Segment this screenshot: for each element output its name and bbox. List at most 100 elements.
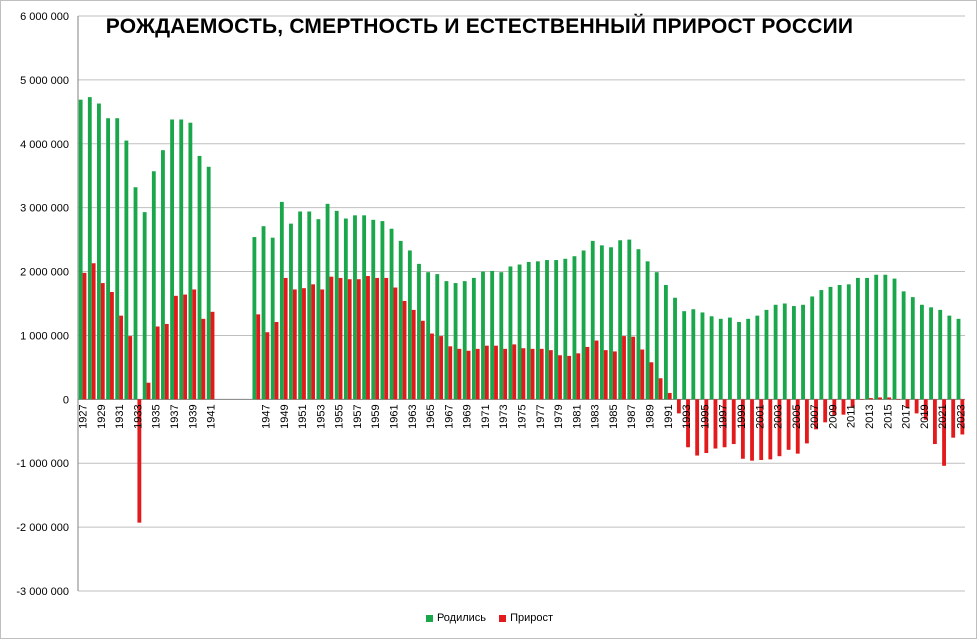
bar-growth-1994 <box>695 399 700 456</box>
bar-born-1994 <box>691 309 696 400</box>
bar-born-2015 <box>883 274 888 400</box>
bar-growth-1965 <box>430 333 434 400</box>
x-tick-label: 2001 <box>754 404 766 428</box>
bar-born-1966 <box>435 274 440 400</box>
bars <box>78 97 965 523</box>
bar-born-1967 <box>444 281 449 400</box>
bar-growth-1962 <box>402 300 407 400</box>
bar-growth-1988 <box>640 349 645 400</box>
bar-born-1961 <box>389 228 394 400</box>
bar-growth-1940 <box>201 318 206 400</box>
bar-growth-1936 <box>164 323 169 400</box>
bar-born-1986 <box>618 240 623 400</box>
bar-born-1983 <box>590 240 595 400</box>
x-tick-label: 1985 <box>608 404 620 428</box>
bar-growth-1971 <box>484 345 489 400</box>
bar-born-1975 <box>517 264 522 400</box>
bar-growth-2020 <box>932 399 937 445</box>
bar-born-1989 <box>645 261 650 400</box>
bar-growth-1972 <box>494 345 498 400</box>
bar-growth-1989 <box>649 362 654 400</box>
bar-growth-1975 <box>521 348 526 400</box>
y-tick-label: 2 000 000 <box>20 267 69 279</box>
bar-born-1980 <box>563 258 568 400</box>
x-tick-label: 1941 <box>206 404 218 428</box>
bar-born-1946 <box>252 237 257 400</box>
bar-growth-2015 <box>887 397 892 400</box>
bar-growth-1941 <box>210 311 215 400</box>
bar-growth-1947 <box>265 332 270 400</box>
bar-growth-1996 <box>713 399 718 449</box>
bar-born-1964 <box>417 263 421 400</box>
bar-born-1972 <box>490 270 495 400</box>
bar-born-1992 <box>673 297 677 400</box>
x-tick-label: 1967 <box>443 404 455 428</box>
x-tick-label: 1937 <box>169 404 181 428</box>
bar-born-1950 <box>289 223 293 400</box>
bar-growth-1982 <box>585 346 590 400</box>
bar-born-1969 <box>462 281 467 400</box>
bar-born-1955 <box>334 210 339 400</box>
bar-growth-2001 <box>759 399 764 461</box>
bar-born-1997 <box>718 318 723 400</box>
bar-growth-1990 <box>658 378 663 400</box>
bar-born-1953 <box>316 219 321 400</box>
y-tick-label: 0 <box>63 394 69 406</box>
bar-growth-1938 <box>183 294 187 400</box>
bar-growth-1950 <box>292 289 297 400</box>
bar-growth-1969 <box>466 350 471 400</box>
bar-born-1951 <box>298 211 303 400</box>
bar-born-2019 <box>920 304 924 400</box>
x-tick-label: 2009 <box>827 404 839 428</box>
bar-born-2009 <box>828 286 833 400</box>
bar-born-1949 <box>279 201 284 400</box>
bar-growth-1931 <box>119 315 123 400</box>
bar-born-2016 <box>892 278 897 400</box>
x-tick-label: 1971 <box>480 404 492 428</box>
bar-born-2010 <box>837 284 842 400</box>
x-tick-label: 1931 <box>114 404 126 428</box>
x-tick-label: 1955 <box>334 404 346 428</box>
x-tick-label: 1975 <box>517 404 529 428</box>
x-tick-label: 1979 <box>553 404 565 428</box>
bar-growth-1934 <box>146 382 151 400</box>
bar-growth-1979 <box>558 355 562 400</box>
bar-born-2013 <box>865 277 869 400</box>
bar-growth-1932 <box>128 336 133 400</box>
bar-born-1973 <box>499 272 504 400</box>
bar-growth-1958 <box>366 276 370 400</box>
x-tick-label: 1961 <box>388 404 400 428</box>
bar-growth-1984 <box>603 350 608 400</box>
bar-born-1965 <box>426 272 431 400</box>
bar-growth-1993 <box>686 399 690 448</box>
bar-growth-1976 <box>530 348 535 400</box>
bar-born-1935 <box>151 171 156 400</box>
bar-born-1927 <box>78 99 83 400</box>
bar-growth-1970 <box>475 348 480 400</box>
x-tick-label: 2023 <box>955 404 967 428</box>
x-tick-label: 1963 <box>407 404 419 428</box>
bar-growth-2019 <box>923 399 928 420</box>
bar-growth-2009 <box>832 399 837 416</box>
bar-born-1979 <box>554 260 559 400</box>
bar-born-2022 <box>947 315 952 400</box>
x-tick-label: 1949 <box>279 404 291 428</box>
x-tick-label: 1989 <box>645 404 657 428</box>
x-tick-label: 1965 <box>425 404 437 428</box>
y-tick-label: -3 000 000 <box>16 586 69 598</box>
bar-growth-1929 <box>100 283 105 400</box>
bar-growth-2010 <box>841 399 846 415</box>
bar-born-1938 <box>179 119 184 400</box>
bar-growth-1974 <box>512 344 517 400</box>
bar-growth-2017 <box>905 399 910 409</box>
x-tick-label: 1981 <box>571 404 583 428</box>
bar-growth-2000 <box>750 399 754 461</box>
bar-born-1947 <box>261 226 266 400</box>
bar-growth-2008 <box>823 399 828 423</box>
bar-born-1974 <box>508 266 513 400</box>
x-tick-label: 1995 <box>699 404 711 428</box>
bar-growth-1980 <box>567 355 572 400</box>
bar-born-2017 <box>901 291 906 400</box>
